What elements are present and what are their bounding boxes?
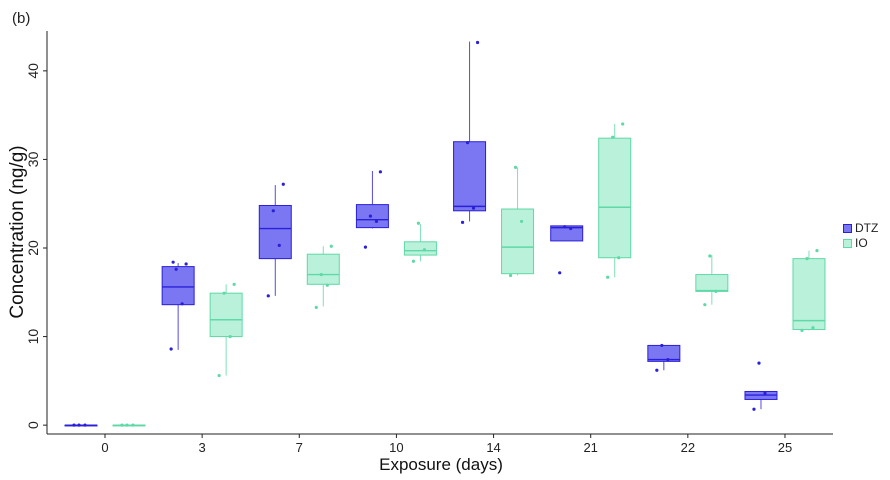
io-point-7 (325, 283, 329, 287)
legend: DTZ IO (843, 221, 878, 251)
dtz-point-0 (77, 423, 81, 427)
legend-swatch-io (843, 238, 852, 248)
dtz-point-3 (174, 267, 178, 271)
dtz-point-22 (655, 368, 659, 372)
x-tick-label: 7 (296, 440, 303, 455)
legend-label-io: IO (855, 236, 868, 250)
io-point-3 (232, 282, 236, 286)
io-point-14 (513, 165, 518, 169)
io-point-25 (805, 257, 809, 261)
io-box-22 (695, 274, 729, 292)
dtz-box-3 (161, 266, 195, 306)
dtz-box-10 (355, 204, 389, 229)
dtz-point-22 (666, 358, 670, 362)
io-point-3 (222, 291, 226, 295)
io-box-7 (306, 253, 340, 285)
io-point-25 (815, 249, 819, 253)
dtz-point-7 (281, 182, 285, 186)
x-tick-label: 21 (583, 440, 597, 455)
io-box-21 (598, 137, 632, 259)
io-point-22 (708, 254, 712, 258)
io-point-25 (811, 326, 815, 330)
dtz-point-10 (378, 170, 383, 174)
dtz-point-7 (271, 209, 275, 213)
dtz-box-14 (453, 141, 487, 212)
io-point-0 (131, 423, 135, 427)
io-point-7 (319, 272, 323, 277)
io-box-25 (792, 258, 826, 330)
dtz-box-22 (647, 344, 681, 362)
io-point-21 (621, 122, 625, 126)
legend-label-dtz: DTZ (855, 221, 879, 235)
io-point-21 (611, 135, 615, 139)
io-point-21 (617, 256, 621, 260)
io-point-7 (314, 305, 318, 309)
io-point-10 (416, 221, 421, 225)
io-point-3 (217, 373, 221, 378)
dtz-point-3 (169, 347, 173, 351)
io-point-0 (120, 423, 124, 427)
io-point-14 (519, 219, 524, 224)
io-point-0 (125, 423, 129, 427)
io-box-3 (209, 292, 243, 338)
dtz-point-21 (558, 271, 562, 275)
dtz-point-14 (460, 220, 465, 224)
y-tick-label: 10 (25, 329, 41, 345)
io-point-22 (703, 303, 707, 307)
panel-label: (b) (12, 10, 31, 27)
dtz-box-21 (550, 225, 584, 242)
y-tick-label: 40 (25, 63, 41, 79)
dtz-point-14 (465, 141, 470, 145)
dtz-point-14 (471, 206, 476, 210)
legend-swatch-dtz (843, 223, 852, 233)
x-axis-title: Exposure (days) (379, 455, 503, 474)
io-point-21 (606, 275, 610, 279)
legend-item-dtz: DTZ (843, 221, 878, 235)
dtz-point-14 (475, 40, 480, 45)
io-point-10 (422, 248, 427, 252)
dtz-point-25 (763, 391, 767, 395)
dtz-point-10 (368, 214, 373, 218)
io-point-7 (329, 244, 333, 248)
io-point-3 (228, 334, 232, 339)
dtz-point-3 (180, 302, 184, 306)
y-axis-title: Concentration (ng/g) (7, 145, 28, 318)
y-tick-label: 0 (25, 421, 41, 429)
dtz-box-7 (258, 204, 292, 260)
x-tick-label: 25 (778, 440, 792, 455)
dtz-point-3 (184, 262, 188, 266)
dtz-point-21 (563, 225, 567, 229)
y-tick-label: 20 (25, 240, 41, 256)
legend-item-io: IO (843, 236, 878, 250)
y-tick-label: 30 (25, 151, 41, 167)
dtz-point-7 (277, 243, 281, 247)
dtz-point-3 (171, 260, 175, 264)
dtz-point-25 (752, 407, 756, 411)
dtz-point-22 (660, 343, 664, 348)
dtz-point-10 (374, 219, 379, 224)
dtz-point-0 (72, 423, 76, 427)
dtz-point-25 (757, 361, 761, 365)
x-tick-label: 10 (389, 440, 403, 455)
io-point-22 (714, 289, 718, 293)
io-box-10 (403, 241, 437, 256)
dtz-point-21 (569, 226, 573, 231)
io-point-10 (411, 259, 416, 263)
io-box-14 (501, 208, 535, 275)
io-point-14 (508, 273, 513, 278)
dtz-point-10 (363, 245, 368, 249)
dtz-point-0 (83, 423, 87, 427)
x-tick-label: 3 (199, 440, 206, 455)
io-point-25 (800, 328, 804, 332)
dtz-point-7 (266, 294, 270, 298)
x-tick-label: 0 (101, 440, 108, 455)
x-tick-label: 22 (681, 440, 695, 455)
x-tick-label: 14 (486, 440, 500, 455)
